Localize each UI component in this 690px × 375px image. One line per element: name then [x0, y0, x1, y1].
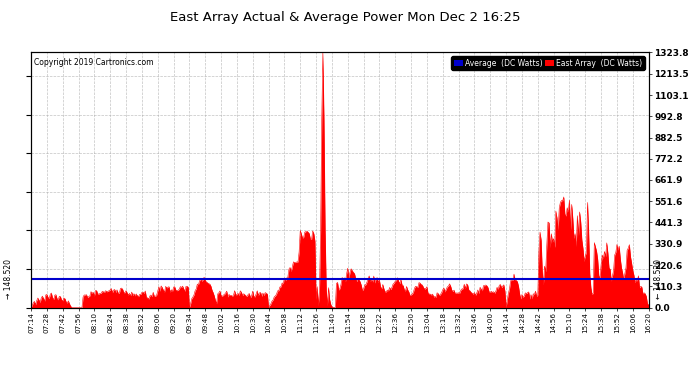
Text: ← 148.520: ← 148.520	[654, 259, 664, 299]
Legend: Average  (DC Watts), East Array  (DC Watts): Average (DC Watts), East Array (DC Watts…	[451, 56, 644, 70]
Text: → 148.520: → 148.520	[4, 259, 14, 299]
Text: East Array Actual & Average Power Mon Dec 2 16:25: East Array Actual & Average Power Mon De…	[170, 11, 520, 24]
Text: Copyright 2019 Cartronics.com: Copyright 2019 Cartronics.com	[34, 58, 154, 67]
